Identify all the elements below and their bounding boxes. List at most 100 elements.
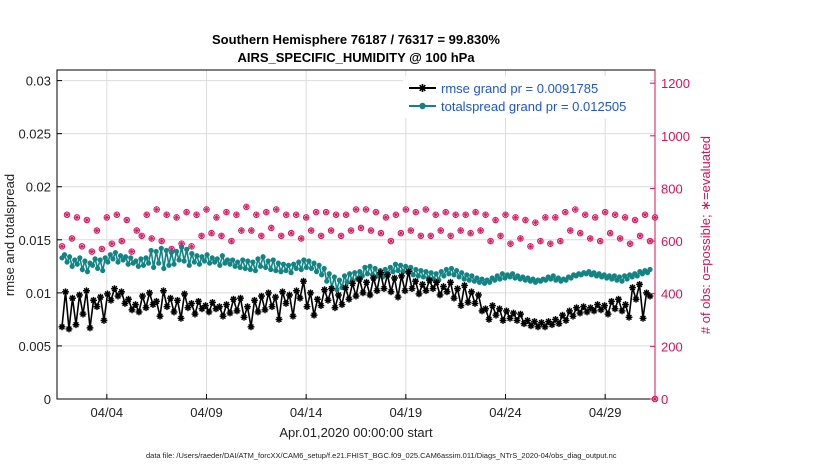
series-1-point [624, 276, 630, 282]
series-0-point [184, 304, 192, 312]
obs-evaluated-point [64, 211, 70, 218]
series-1-point [227, 261, 233, 267]
series-0-point [492, 311, 500, 319]
series-1-point [410, 272, 416, 278]
obs-evaluated-point [248, 227, 255, 234]
obs-evaluated-point [557, 238, 564, 244]
y-axis-label: rmse and totalspread [2, 174, 17, 296]
series-1-point [107, 252, 113, 258]
obs-evaluated-point [627, 240, 633, 247]
obs-evaluated-point [273, 206, 280, 213]
series-0-point [307, 289, 314, 297]
series-1-point [158, 245, 164, 251]
series-0-point [230, 295, 237, 303]
series-0-point [324, 296, 332, 304]
series-1-point [319, 272, 325, 278]
series-1-point [464, 272, 470, 278]
obs-evaluated-point [487, 238, 494, 244]
series-1-point [245, 258, 251, 264]
obs-evaluated-point [517, 235, 524, 242]
series-0-point [289, 312, 297, 320]
obs-evaluated-point [567, 227, 574, 234]
series-0-point [118, 288, 125, 296]
series-1-point [145, 260, 152, 266]
series-1-point [469, 273, 475, 279]
series-0-point [174, 296, 181, 304]
series-0-point [328, 285, 335, 293]
obs-evaluated-point [313, 209, 319, 215]
obs-evaluated-point [417, 233, 424, 239]
series-1-point [316, 262, 322, 268]
series-1-point [306, 258, 312, 264]
obs-layer [58, 203, 659, 403]
x-axis-label: Apr.01,2020 00:00:00 start [279, 425, 433, 440]
series-0-point [153, 297, 160, 305]
series-0-point [226, 309, 234, 317]
series-0-point [366, 291, 374, 299]
data-file-footer: data file: /Users/raeder/DAI/ATM_forcXX/… [146, 451, 617, 460]
series-0-point [506, 314, 514, 322]
series-0-point [76, 291, 83, 299]
series-1-point [390, 269, 396, 275]
series-0-point [524, 317, 531, 324]
obs-evaluated-point [497, 233, 504, 239]
series-1-point [72, 257, 78, 263]
series-1-point [74, 261, 80, 267]
series-1-point [395, 267, 401, 274]
series-0-point [415, 290, 423, 298]
series-0-point [398, 272, 405, 280]
obs-evaluated-point [602, 209, 608, 215]
series-1-point [163, 247, 169, 254]
obs-evaluated-point [158, 238, 165, 244]
series-0-point [499, 317, 507, 324]
series-1-point [311, 260, 317, 266]
series-0-point [412, 277, 419, 285]
series-0-point [282, 300, 290, 307]
series-0-point [90, 296, 97, 304]
series-0-point [632, 295, 640, 303]
series-0-point [513, 317, 521, 324]
obs-evaluated-point [612, 211, 618, 218]
series-0-point [590, 307, 598, 315]
series-1-point [64, 259, 70, 265]
series-0-point [562, 317, 570, 324]
series-1-point [199, 254, 205, 260]
series-0-point [195, 297, 202, 305]
obs-evaluated-point [477, 227, 484, 234]
series-1-point [372, 265, 378, 272]
series-0-point [594, 301, 601, 308]
obs-evaluated-point [383, 214, 389, 221]
series-1-point [79, 266, 85, 273]
series-0-point [370, 274, 377, 282]
obs-evaluated-point [532, 219, 539, 226]
y-tick-label: 0.005 [18, 339, 51, 354]
obs-evaluated-point [328, 227, 334, 234]
series-1-point [209, 255, 215, 261]
obs-evaluated-point [597, 238, 603, 244]
series-1-point [278, 269, 284, 275]
obs-evaluated-point [173, 214, 180, 221]
series-1-point [166, 262, 172, 268]
series-1-point [382, 266, 388, 273]
series-0-point [286, 291, 293, 299]
series-0-point [457, 302, 465, 310]
obs-evaluated-point [69, 235, 75, 242]
series-1-point [273, 267, 279, 274]
y-right-tick-label: 1200 [661, 76, 690, 91]
series-0-point [419, 280, 426, 288]
series-0-point [132, 301, 139, 308]
series-0-point [422, 287, 430, 295]
series-0-point [65, 325, 73, 333]
series-0-point [268, 303, 276, 311]
obs-evaluated-point [109, 240, 115, 247]
obs-evaluated-point [94, 227, 100, 234]
series-0-point [170, 308, 178, 316]
series-0-point [100, 317, 108, 324]
series-0-point [97, 293, 104, 301]
series-1-point [446, 271, 452, 277]
series-0-point [216, 303, 223, 311]
series-0-point [426, 276, 433, 284]
series-1-point [240, 257, 246, 263]
obs-evaluated-point [138, 233, 145, 239]
series-0-point [86, 324, 94, 332]
